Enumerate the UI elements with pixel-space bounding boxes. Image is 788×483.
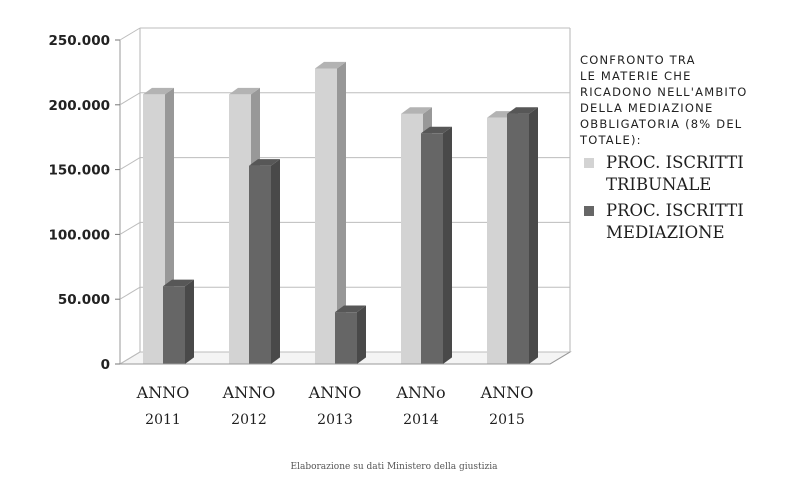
y-tick-label: 200.000 [49,98,111,114]
gridline-side-0 [119,351,141,365]
bar-front [249,165,271,364]
bar-top [401,107,432,114]
bar-front [507,113,529,364]
legend-item-tribunale: PROC. ISCRITTI TRIBUNALE [580,152,785,196]
bar-front [335,312,357,364]
x-axis-depth-line [549,351,571,365]
x-tick-year-0: 2011 [145,412,181,428]
legend-swatch-tribunale [584,158,594,168]
x-tick-year-3: 2014 [403,412,439,428]
bar-side [529,107,538,364]
y-tick-label: 150.000 [49,163,111,179]
bar-top [507,107,538,114]
bar-top [421,126,452,134]
bar-tribunale-2 [315,61,346,365]
x-tick-year-1: 2012 [231,412,267,428]
gridline-side-150000 [119,157,141,171]
bar-side [271,159,280,364]
x-axis: ANNO 2011 ANNO 2012 ANNO 2013 ANNo 2014 ANNO 2015 [120,351,571,428]
y-tick-label: 50.000 [58,292,110,308]
y-tick-label: 250.000 [49,33,111,49]
bar-side [443,126,452,364]
x-tick-year-2: 2013 [317,412,353,428]
x-tick-label-3: ANNo [395,383,445,402]
x-tick-label-2: ANNO [308,383,362,402]
bar-front [315,68,337,365]
bar-top [229,87,260,95]
x-tick-label-1: ANNO [222,383,276,402]
bar-top [315,61,346,69]
bar-side [357,305,366,364]
bar-top [335,305,366,313]
bar-front [163,286,185,364]
bar-side [185,279,194,364]
legend-label-mediazione: PROC. ISCRITTI MEDIAZIONE [606,201,744,242]
bar-top [143,87,174,95]
x-tick-label-0: ANNO [136,383,190,402]
bar-front [143,94,165,364]
gridline-side-50000 [119,286,141,300]
gridline-side-200000 [119,92,141,106]
gridline-side-250000 [119,27,141,41]
bar-front [401,113,423,364]
bar-front [229,94,251,364]
bar-mediazione-2 [335,305,366,364]
bar-mediazione-4 [507,107,538,364]
bar-front [421,133,443,364]
bars [143,61,538,365]
legend-item-mediazione: PROC. ISCRITTI MEDIAZIONE [580,200,785,244]
legend-swatch-mediazione [584,206,594,216]
bar-top [163,279,194,287]
bar-mediazione-0 [163,279,194,364]
bar-top [249,159,280,166]
bar-front [487,117,509,364]
y-axis: 0 50.000 100.000 150.000 200.000 250.000 [49,33,120,373]
legend-label-tribunale: PROC. ISCRITTI TRIBUNALE [606,153,744,194]
bar-side [337,61,346,365]
gridline-side-100000 [119,221,141,235]
bar-mediazione-3 [421,126,452,364]
y-tick-label: 100.000 [49,227,111,243]
legend: CONFRONTO TRA LE MATERIE CHE RICADONO NE… [580,52,785,244]
bar-mediazione-1 [249,159,280,364]
x-tick-year-4: 2015 [489,412,525,428]
y-tick-label: 0 [101,357,110,373]
legend-title: CONFRONTO TRA LE MATERIE CHE RICADONO NE… [580,53,748,147]
source-note: Elaborazione su dati Ministero della giu… [290,462,498,472]
x-tick-label-4: ANNO [480,383,534,402]
